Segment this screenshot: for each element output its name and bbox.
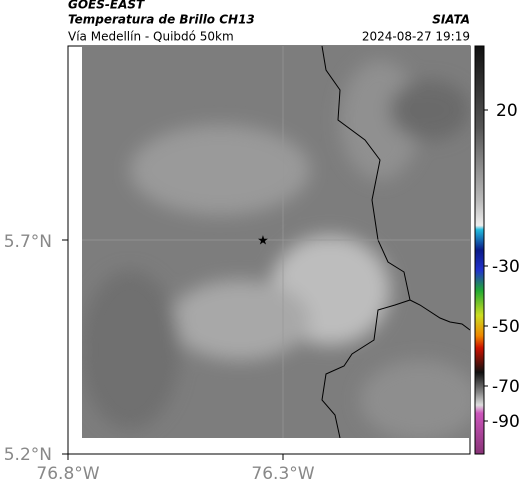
lat-label: 5.7°N xyxy=(4,232,52,252)
lat-label: 5.2°N xyxy=(4,445,52,465)
colorbar xyxy=(474,45,485,455)
colorbar-label: -30 xyxy=(492,257,520,277)
colorbar-label: -70 xyxy=(492,377,520,397)
location-star: ★ xyxy=(257,234,269,249)
colorbar-label: 20 xyxy=(496,101,518,121)
imagery xyxy=(82,46,470,438)
route: Vía Medellín - Quibdó 50km xyxy=(68,30,234,44)
satellite: GOES-EAST xyxy=(68,0,145,12)
source: SIATA xyxy=(432,13,470,27)
lon-label: 76.8°W xyxy=(36,464,99,484)
colorbar-ticks xyxy=(484,109,488,422)
product: Temperatura de Brillo CH13 xyxy=(68,13,255,27)
colorbar-label: -90 xyxy=(492,412,520,432)
colorbar-label: -50 xyxy=(492,317,520,337)
timestamp: 2024-08-27 19:19 xyxy=(362,30,470,44)
lon-label: 76.3°W xyxy=(251,464,314,484)
